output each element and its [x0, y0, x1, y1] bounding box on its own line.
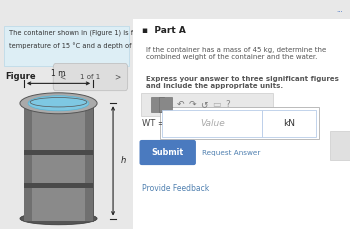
Text: ▪  Part A: ▪ Part A: [142, 26, 186, 35]
FancyBboxPatch shape: [262, 109, 316, 137]
Text: ...: ...: [336, 7, 343, 13]
Text: <: <: [60, 73, 66, 82]
Text: Figure: Figure: [5, 72, 36, 81]
Bar: [24, 183, 93, 188]
Text: Provide Feedback: Provide Feedback: [142, 184, 209, 193]
Text: ?: ?: [225, 100, 230, 109]
Ellipse shape: [28, 96, 89, 111]
Text: ▭: ▭: [212, 100, 220, 109]
Bar: [24, 103, 32, 221]
Bar: [24, 103, 93, 221]
FancyBboxPatch shape: [330, 131, 350, 160]
Text: h: h: [121, 156, 126, 165]
Text: Request Answer: Request Answer: [202, 150, 261, 155]
FancyBboxPatch shape: [4, 26, 129, 65]
FancyBboxPatch shape: [140, 140, 196, 165]
Text: Express your answer to three significant figures and include the appropriate uni: Express your answer to three significant…: [146, 76, 339, 89]
Text: >: >: [114, 73, 120, 82]
Text: ↶: ↶: [177, 100, 184, 109]
FancyBboxPatch shape: [159, 97, 172, 112]
FancyBboxPatch shape: [53, 63, 128, 91]
FancyBboxPatch shape: [133, 19, 350, 229]
FancyBboxPatch shape: [162, 109, 262, 137]
Text: temperature of 15 °C and a depth of h = 1.6 m.: temperature of 15 °C and a depth of h = …: [9, 43, 169, 49]
Text: WT =: WT =: [142, 119, 164, 128]
Ellipse shape: [20, 93, 97, 114]
FancyBboxPatch shape: [160, 107, 318, 139]
Text: 1 of 1: 1 of 1: [80, 74, 100, 80]
Text: ↺: ↺: [201, 100, 208, 109]
Text: kN: kN: [283, 119, 295, 128]
FancyBboxPatch shape: [141, 93, 273, 116]
Text: ↷: ↷: [189, 100, 196, 109]
Text: The container shown in (Figure 1) is filled with water at a: The container shown in (Figure 1) is fil…: [9, 30, 200, 36]
Text: If the container has a mass of 45 kg, determine the combined weight of the conta: If the container has a mass of 45 kg, de…: [146, 47, 326, 60]
Bar: [24, 150, 93, 155]
Ellipse shape: [20, 212, 97, 225]
Text: Value: Value: [200, 119, 225, 128]
FancyBboxPatch shape: [152, 97, 164, 112]
Text: 1 m: 1 m: [51, 69, 66, 78]
Bar: [85, 103, 93, 221]
Text: Submit: Submit: [152, 148, 184, 157]
